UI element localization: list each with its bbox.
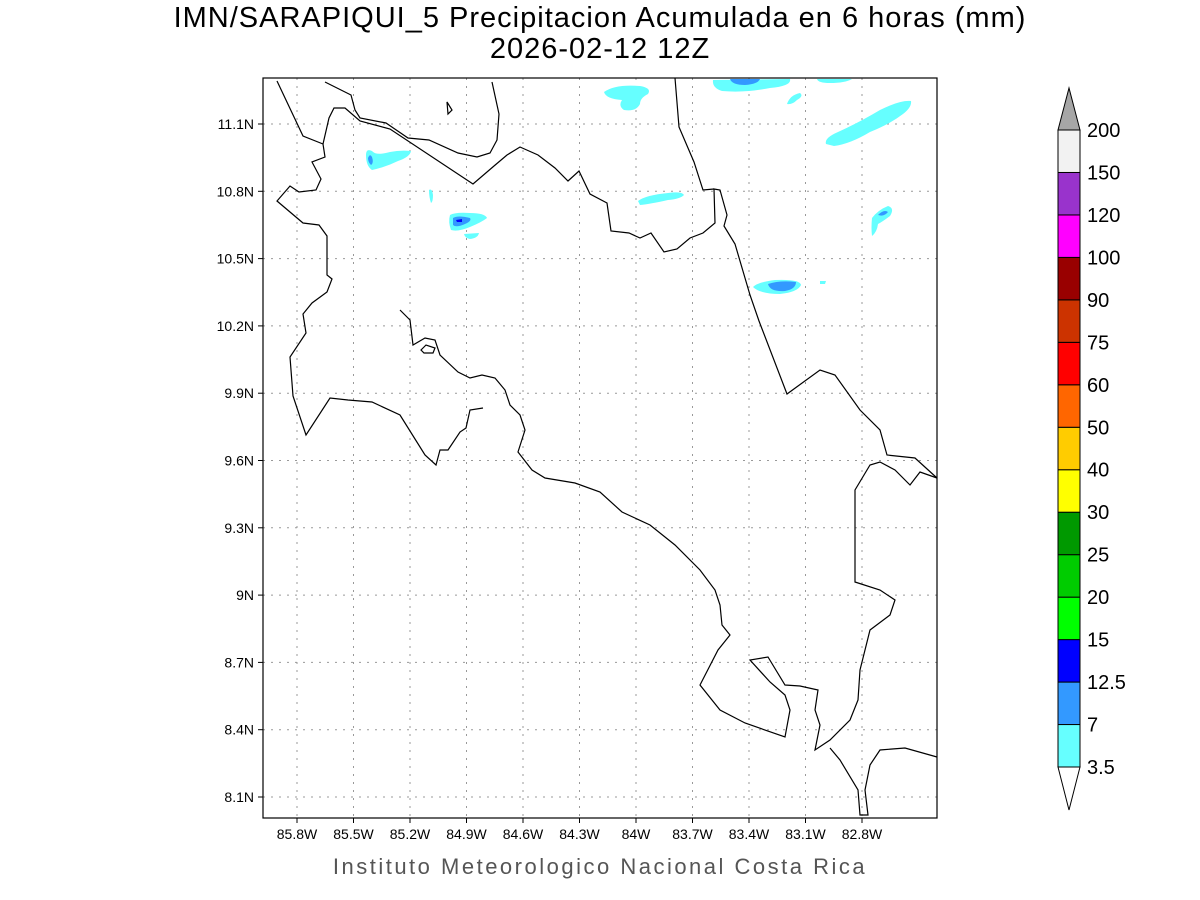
lon-tick-label: 84.6W	[503, 826, 544, 842]
precip-area	[825, 100, 912, 146]
colorbar-segment	[1057, 426, 1081, 471]
colorbar-level-label: 100	[1087, 247, 1120, 269]
colorbar-level-label: 60	[1087, 375, 1109, 397]
colorbar-segment	[1057, 341, 1081, 386]
lat-tick-label: 11.1N	[218, 116, 254, 132]
island	[446, 101, 453, 116]
pacific-coastline	[276, 80, 484, 467]
colorbar-segment	[1057, 214, 1081, 258]
precip-area	[464, 233, 479, 239]
lat-tick-label: 9.6N	[224, 453, 254, 469]
lon-tick-label: 83.4W	[729, 826, 770, 842]
colorbar-level-label: 150	[1087, 162, 1120, 184]
precip-area	[787, 93, 802, 105]
precip-area	[429, 189, 433, 203]
colorbar-under-arrow	[1057, 766, 1081, 811]
lon-tick-label: 82.8W	[842, 826, 883, 842]
nicaragua-border	[322, 107, 938, 479]
colorbar-level-label: 12.5	[1087, 672, 1126, 694]
colorbar-segment	[1057, 171, 1081, 216]
colorbar-level-label: 30	[1087, 502, 1109, 524]
lat-tick-label: 10.8N	[217, 183, 254, 199]
colorbar-level-label: 25	[1087, 545, 1109, 567]
colorbar-level-label: 40	[1087, 460, 1109, 482]
colorbar-level-label: 15	[1087, 630, 1109, 652]
precip-area	[712, 79, 791, 92]
lat-tick-label: 8.1N	[224, 789, 254, 805]
colorbar-segment	[1057, 511, 1081, 556]
precipitation-fields	[366, 79, 912, 294]
colorbar-segment	[1057, 554, 1081, 598]
colorbar-level-label: 120	[1087, 205, 1120, 227]
colorbar-level-label: 75	[1087, 332, 1109, 354]
precip-area	[820, 281, 826, 284]
footer-credit: Instituto Meteorologico Nacional Costa R…	[332, 854, 868, 879]
colorbar-segment	[1057, 681, 1081, 726]
island	[420, 344, 436, 354]
chart-title: IMN/SARAPIQUI_5 Precipitacion Acumulada …	[173, 2, 1027, 34]
precip-area	[730, 79, 760, 85]
lon-tick-label: 84.3W	[559, 826, 600, 842]
gulf-of-nicoya-shore	[399, 309, 938, 752]
colorbar-segment	[1057, 384, 1081, 428]
precip-area	[878, 211, 888, 216]
grid-lines	[263, 78, 937, 818]
lon-tick-label: 83.1W	[785, 826, 826, 842]
lat-tick-label: 9N	[236, 587, 254, 603]
lat-tick-label: 9.9N	[224, 385, 254, 401]
precip-area	[638, 192, 684, 205]
lat-tick-label: 10.2N	[217, 318, 254, 334]
colorbar-level-label: 50	[1087, 417, 1109, 439]
lon-tick-label: 84.9W	[446, 826, 487, 842]
precip-area	[368, 155, 373, 165]
colorbar: 3.5 7 12.5 15 20 25 30 40 50 60 75 90 100 120 150 200	[1057, 86, 1126, 811]
lon-tick-label: 85.5W	[333, 826, 374, 842]
precip-area	[817, 79, 852, 83]
colorbar-segment	[1057, 256, 1081, 301]
colorbar-segment	[1057, 639, 1081, 683]
colorbar-segment	[1057, 724, 1081, 768]
lat-tick-label: 10.5N	[217, 251, 254, 267]
caribbean-coastline	[674, 77, 715, 191]
colorbar-level-label: 90	[1087, 290, 1109, 312]
colorbar-segment	[1057, 596, 1081, 641]
chart-subtitle-date: 2026-02-12 12Z	[489, 33, 711, 65]
lake-nicaragua-shore	[324, 81, 500, 158]
colorbar-over-arrow	[1057, 86, 1081, 131]
panama-coastline	[829, 747, 938, 816]
precip-area	[366, 150, 411, 170]
lon-tick-label: 85.2W	[390, 826, 431, 842]
colorbar-level-label: 200	[1087, 120, 1120, 142]
lat-tick-label: 9.3N	[224, 520, 254, 536]
colorbar-segment	[1057, 469, 1081, 513]
colorbar-level-label: 7	[1087, 715, 1098, 737]
lon-tick-label: 84W	[622, 826, 652, 842]
colorbar-level-label: 20	[1087, 587, 1109, 609]
map-frame	[262, 77, 938, 819]
precip-area	[604, 85, 649, 111]
axis-ticks: 85.8W 85.5W 85.2W 84.9W 84.6W 84.3W 84W 83.7W 83…	[217, 116, 883, 842]
coastlines-and-borders	[276, 77, 938, 816]
lon-tick-label: 83.7W	[672, 826, 713, 842]
precip-area	[456, 219, 462, 222]
lat-tick-label: 8.7N	[224, 654, 254, 670]
precip-area	[871, 206, 893, 236]
precip-area	[768, 281, 796, 292]
lat-tick-label: 8.4N	[224, 722, 254, 738]
colorbar-segment	[1057, 299, 1081, 343]
lon-tick-label: 85.8W	[277, 826, 318, 842]
colorbar-level-label: 3.5	[1087, 757, 1115, 779]
colorbar-segment	[1057, 129, 1081, 173]
